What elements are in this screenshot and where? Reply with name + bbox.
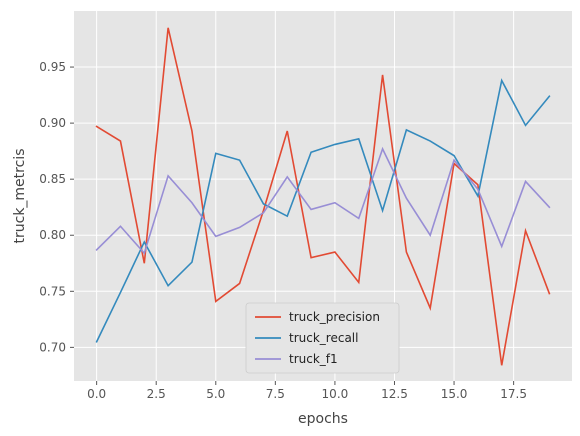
x-tick-label: 12.5 [381,387,408,401]
legend-box [245,302,400,374]
y-tick-label: 0.95 [39,60,66,74]
x-axis-title: epochs [298,411,348,427]
x-tick-label: 10.0 [322,387,349,401]
y-tick-label: 0.85 [39,172,66,186]
truck-f1-line [95,146,551,255]
series-lines [95,27,551,366]
x-tick-label: 15.0 [441,387,468,401]
y-tick-label: 0.70 [39,340,66,354]
x-tick-label: 2.5 [147,387,166,401]
x-tick-label: 5.0 [206,387,225,401]
truck-precision-line [95,27,551,366]
legend-label: truck_f1 [289,352,338,366]
legend: truck_precision truck_recall truck_f1 [245,302,400,374]
x-tick-label: 7.5 [266,387,285,401]
legend-label: truck_recall [289,331,358,345]
y-tick-label: 0.75 [39,284,66,298]
legend-label: truck_precision [289,310,380,324]
axis-ticks: 0.0 2.5 5.0 7.5 10.0 12.5 15.0 17.5 0.70 0.75 0.80… [39,60,527,401]
y-tick-label: 0.80 [39,228,66,242]
x-tick-label: 0.0 [87,387,106,401]
y-tick-label: 0.90 [39,116,66,130]
truck-recall-line [95,78,551,343]
y-axis-title: truck_metrcis [12,149,28,244]
grid-lines [74,11,572,381]
x-tick-label: 17.5 [500,387,527,401]
